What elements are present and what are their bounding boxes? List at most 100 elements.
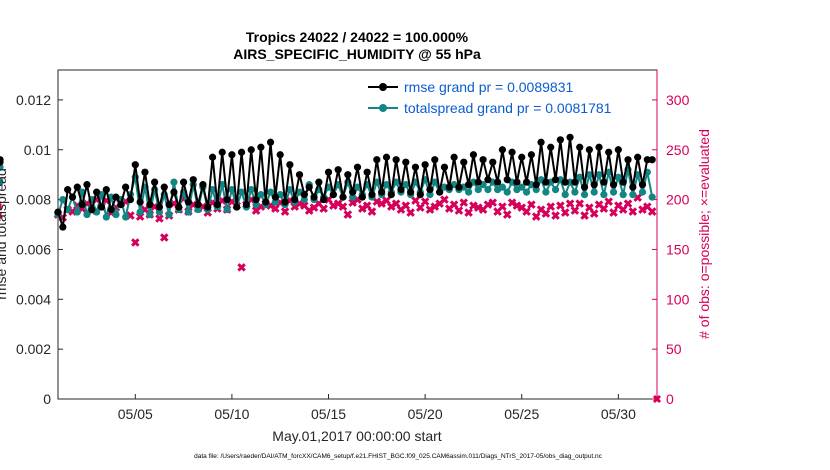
totalspread-point <box>194 205 202 214</box>
obs-point-stroke <box>522 207 531 216</box>
y-tick-right-label: 100 <box>666 291 690 307</box>
rmse-point <box>450 153 458 161</box>
rmse-point <box>431 156 439 164</box>
rmse-point <box>83 181 91 189</box>
y-axis-label-left: rmse and totalspread <box>0 168 9 300</box>
totalspread-point <box>426 191 434 199</box>
rmse-point <box>392 156 400 164</box>
rmse-point <box>585 146 593 154</box>
obs-point-stroke <box>131 238 140 247</box>
obs-point <box>580 211 589 220</box>
rmse-point <box>619 178 627 186</box>
rmse-point <box>566 133 574 141</box>
y-tick-right-label: 250 <box>666 142 690 158</box>
totalspread-point <box>247 186 255 194</box>
obs-point-stroke <box>449 200 459 209</box>
rmse-point <box>397 186 405 194</box>
rmse-point <box>107 205 115 214</box>
totalspread-point <box>184 208 193 216</box>
obs-point-stroke <box>464 208 473 217</box>
y-tick-right-label: 200 <box>666 192 690 208</box>
rmse-point <box>237 148 246 156</box>
obs-point <box>280 207 290 216</box>
obs-point <box>160 233 169 242</box>
rmse-point <box>218 148 226 156</box>
series-rmse <box>0 133 656 231</box>
rmse-point <box>88 205 96 214</box>
rmse-point <box>126 196 135 204</box>
totalspread-point <box>571 188 579 196</box>
obs-point-stroke <box>160 233 169 242</box>
obs-point-stroke <box>652 394 662 404</box>
obs-point-stroke <box>416 203 425 212</box>
rmse-point <box>208 153 217 161</box>
rmse-point <box>59 223 67 231</box>
obs-point <box>556 201 565 210</box>
totalspread-point <box>165 210 173 219</box>
obs-point-stroke <box>338 202 348 211</box>
totalspread-point <box>373 178 381 186</box>
totalspread-point <box>170 178 178 186</box>
obs-point <box>464 208 473 217</box>
obs-point-stroke <box>551 211 560 220</box>
obs-point-stroke <box>333 199 343 208</box>
obs-point-stroke <box>560 208 570 217</box>
obs-point-stroke <box>362 201 372 210</box>
obs-point-stroke <box>609 208 618 217</box>
totalspread-point <box>286 186 294 194</box>
rmse-point <box>266 138 275 146</box>
obs-point <box>271 204 280 213</box>
rmse-point <box>547 143 555 151</box>
rmse-point <box>469 151 478 159</box>
rmse-point <box>421 161 429 169</box>
rmse-point <box>576 143 584 151</box>
obs-point-stroke <box>382 196 391 205</box>
rmse-point <box>440 163 449 171</box>
totalspread-point <box>353 183 362 191</box>
totalspread-point <box>228 186 236 194</box>
rmse-point <box>590 181 598 189</box>
obs-point <box>329 201 338 210</box>
rmse-point <box>522 178 531 186</box>
obs-point-stroke <box>502 210 512 219</box>
obs-point <box>575 199 584 208</box>
obs-point <box>604 197 613 206</box>
totalspread-point <box>102 213 110 221</box>
totalspread-point <box>382 181 391 189</box>
obs-point-stroke <box>512 201 522 210</box>
obs-point-stroke <box>454 206 464 215</box>
rmse-point <box>102 186 110 194</box>
obs-point <box>367 207 377 216</box>
totalspread-point <box>257 191 265 199</box>
obs-point <box>474 203 483 212</box>
rmse-point <box>295 171 304 179</box>
totalspread-point <box>561 191 569 199</box>
obs-point-stroke <box>406 208 415 217</box>
totalspread-point <box>619 191 627 199</box>
obs-point-stroke <box>488 198 498 207</box>
totalspread-point <box>73 208 81 216</box>
rmse-line <box>57 136 653 228</box>
rmse-point <box>184 198 193 206</box>
totalspread-point <box>518 183 526 191</box>
totalspread-point <box>600 191 608 199</box>
totalspread-point <box>208 186 217 194</box>
rmse-point <box>634 153 642 161</box>
rmse-point <box>465 181 473 189</box>
rmse-point <box>614 146 622 154</box>
rmse-point <box>353 163 362 171</box>
rmse-point <box>455 183 463 191</box>
rmse-point <box>629 183 637 191</box>
y-tick-left-label: 0.004 <box>16 291 51 307</box>
rmse-point <box>363 168 371 176</box>
rmse-point <box>349 188 357 196</box>
y-tick-left-label: 0 <box>43 391 51 407</box>
rmse-point <box>213 200 222 209</box>
obs-point <box>459 198 469 207</box>
rmse-point <box>112 193 120 201</box>
obs-point-stroke <box>594 200 604 209</box>
rmse-point <box>136 198 144 206</box>
obs-point-stroke <box>237 263 246 272</box>
totalspread-point <box>590 188 598 196</box>
rmse-point <box>247 146 255 154</box>
